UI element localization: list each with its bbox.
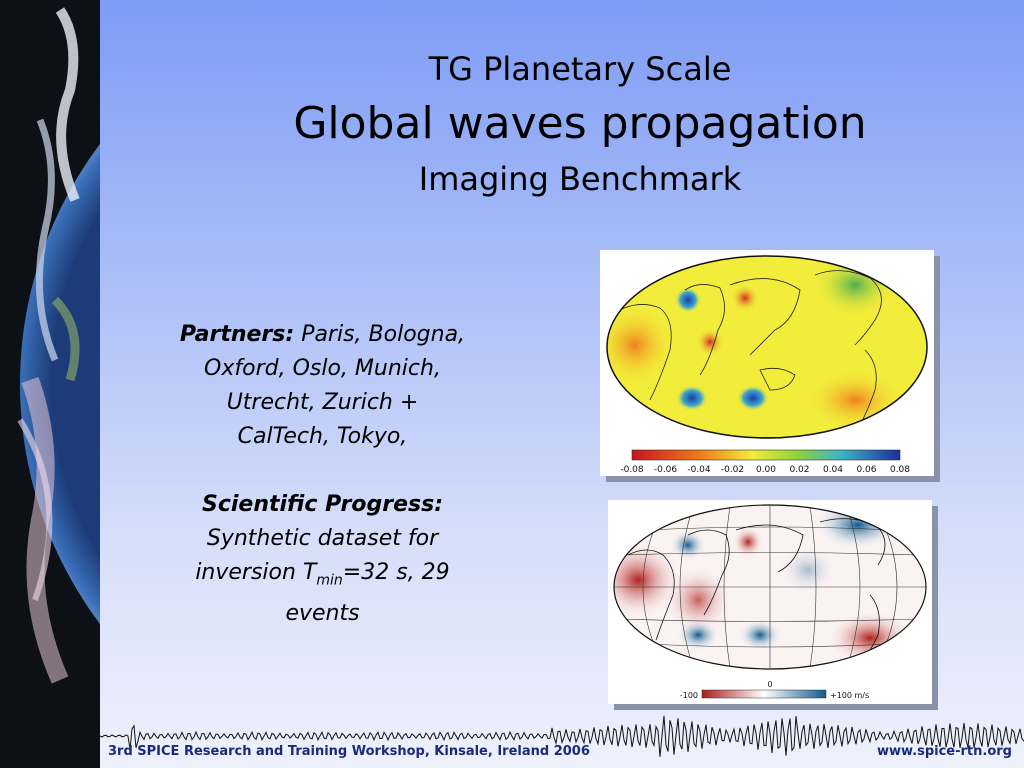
slide-title: Global waves propagation xyxy=(293,98,867,149)
partners-line-2: Oxford, Oslo, Munich, xyxy=(204,356,441,381)
partners-label: Partners: xyxy=(179,322,295,347)
partners-line-3: Utrecht, Zurich + xyxy=(226,390,419,415)
colorbar-tick-label: -0.06 xyxy=(654,465,678,475)
velocity-map-figure: -100 0 +100 m/s xyxy=(608,500,932,704)
colorbar-tick-label: -0.08 xyxy=(620,465,644,475)
progress-text-2b: =32 s, 29 xyxy=(342,560,450,585)
seismogram-trace xyxy=(100,715,1024,757)
colorbar-tick-label: 0.04 xyxy=(823,465,843,475)
title-line-1: TG Planetary Scale xyxy=(428,50,732,88)
colorbar-tick-label: 0.02 xyxy=(789,465,809,475)
colorbar-tick-label: 0.06 xyxy=(856,465,876,475)
colorbar-max-label: +100 m/s xyxy=(830,691,869,700)
progress-subscript: min xyxy=(316,572,343,589)
colorbar-min-label: -100 xyxy=(680,691,698,700)
colorbar-tick-label: 0.08 xyxy=(890,465,910,475)
colorbar-tick-label: 0.00 xyxy=(756,465,776,475)
footer-workshop-text: 3rd SPICE Research and Training Workshop… xyxy=(108,744,590,759)
colorbar-tick-label: -0.02 xyxy=(721,465,744,475)
partners-text-1: Paris, Bologna, xyxy=(301,322,466,347)
anomaly-map-figure: -0.08 -0.06 -0.04 -0.02 0.00 0.02 0.04 0.06 0.08 xyxy=(600,250,934,476)
progress-text-2a: inversion T xyxy=(195,560,317,585)
globe-image xyxy=(0,0,100,768)
partners-line-4: CalTech, Tokyo, xyxy=(237,424,408,449)
colorbar-tick-label: -0.04 xyxy=(687,465,711,475)
footer-website-link[interactable]: www.spice-rtn.org xyxy=(876,744,1012,759)
progress-line-1: Synthetic dataset for xyxy=(206,526,439,551)
progress-label: Scientific Progress: xyxy=(150,488,495,522)
colorbar-zero-label: 0 xyxy=(767,680,772,689)
title-line-3: Imaging Benchmark xyxy=(418,160,742,198)
progress-line-2: inversion Tmin=32 s, 29 xyxy=(150,556,495,597)
partners-line-1: Partners: Paris, Bologna, xyxy=(150,318,495,352)
body-text: Partners: Paris, Bologna, Oxford, Oslo, … xyxy=(150,318,495,631)
progress-label-text: Scientific Progress: xyxy=(201,492,443,517)
progress-line-3: events xyxy=(285,601,360,627)
